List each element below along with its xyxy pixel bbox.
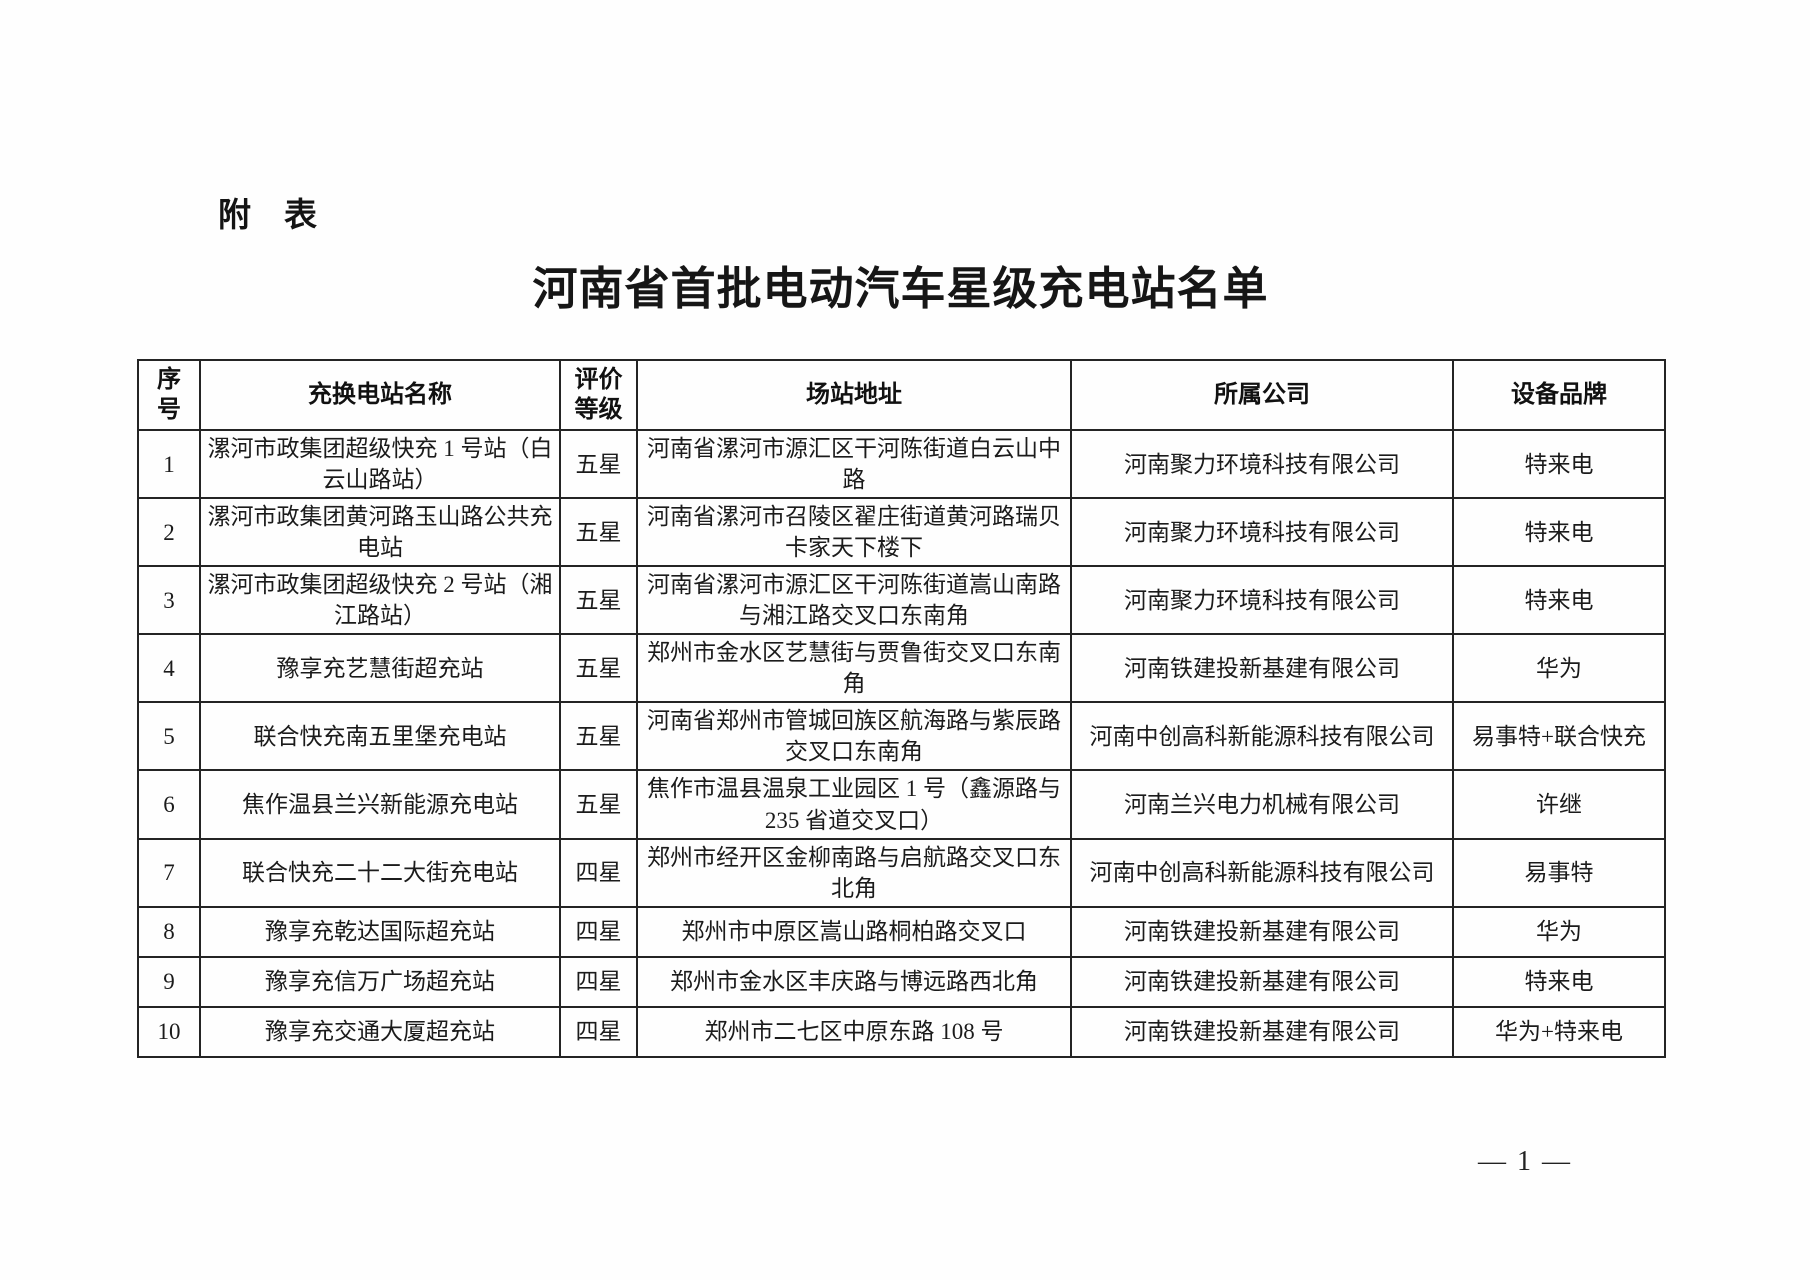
cell-company: 河南铁建投新基建有限公司 [1070, 905, 1454, 958]
column-header-company: 所属公司 [1070, 359, 1454, 431]
page-number: — 1 — [1478, 1146, 1572, 1177]
cell-rating: 五星 [559, 701, 638, 772]
cell-station-name: 漯河市政集团黄河路玉山路公共充电站 [199, 497, 561, 568]
document-title: 河南省首批电动汽车星级充电站名单 [532, 264, 1269, 314]
cell-rating: 五星 [559, 565, 638, 636]
table-body: 1 漯河市政集团超级快充 1 号站（白云山路站） 五星 河南省漯河市源汇区干河陈… [137, 428, 1666, 1058]
cell-company: 河南中创高科新能源科技有限公司 [1070, 837, 1454, 908]
table-header-row: 序号 充换电站名称 评价等级 场站地址 所属公司 设备品牌 [137, 359, 1666, 431]
cell-index: 3 [137, 565, 201, 636]
cell-index: 9 [137, 955, 201, 1008]
cell-address: 郑州市金水区艺慧街与贾鲁街交叉口东南角 [636, 633, 1072, 704]
cell-address: 河南省漯河市源汇区干河陈街道嵩山南路与湘江路交叉口东南角 [636, 565, 1072, 636]
cell-rating: 四星 [559, 837, 638, 908]
cell-brand: 许继 [1452, 769, 1666, 840]
table-row: 10 豫享充交通大厦超充站 四星 郑州市二七区中原东路 108 号 河南铁建投新… [137, 1005, 1666, 1058]
cell-company: 河南兰兴电力机械有限公司 [1070, 769, 1454, 840]
column-header-station-name: 充换电站名称 [199, 359, 561, 431]
column-header-index: 序号 [137, 359, 201, 431]
table-row: 1 漯河市政集团超级快充 1 号站（白云山路站） 五星 河南省漯河市源汇区干河陈… [137, 428, 1666, 500]
cell-brand: 易事特 [1452, 837, 1666, 908]
cell-station-name: 豫享充艺慧街超充站 [199, 633, 561, 704]
cell-brand: 特来电 [1452, 428, 1666, 500]
cell-rating: 五星 [559, 497, 638, 568]
table-row: 9 豫享充信万广场超充站 四星 郑州市金水区丰庆路与博远路西北角 河南铁建投新基… [137, 955, 1666, 1008]
cell-index: 6 [137, 769, 201, 840]
cell-brand: 华为 [1452, 633, 1666, 704]
column-header-company-label: 所属公司 [1214, 381, 1310, 408]
cell-brand: 华为+特来电 [1452, 1005, 1666, 1058]
cell-station-name: 漯河市政集团超级快充 1 号站（白云山路站） [199, 428, 561, 500]
cell-station-name: 豫享充交通大厦超充站 [199, 1005, 561, 1058]
cell-station-name: 豫享充乾达国际超充站 [199, 905, 561, 958]
column-header-rating: 评价等级 [559, 359, 638, 431]
cell-index: 1 [137, 428, 201, 500]
cell-station-name: 联合快充南五里堡充电站 [199, 701, 561, 772]
cell-address: 郑州市二七区中原东路 108 号 [636, 1005, 1072, 1058]
cell-address: 郑州市经开区金柳南路与启航路交叉口东北角 [636, 837, 1072, 908]
cell-address: 河南省漯河市源汇区干河陈街道白云山中路 [636, 428, 1072, 500]
attachment-label: 附 表 [218, 196, 317, 233]
column-header-address: 场站地址 [636, 359, 1072, 431]
cell-company: 河南聚力环境科技有限公司 [1070, 565, 1454, 636]
cell-index: 7 [137, 837, 201, 908]
table-row: 7 联合快充二十二大街充电站 四星 郑州市经开区金柳南路与启航路交叉口东北角 河… [137, 837, 1666, 908]
cell-brand: 特来电 [1452, 497, 1666, 568]
cell-index: 5 [137, 701, 201, 772]
cell-company: 河南中创高科新能源科技有限公司 [1070, 701, 1454, 772]
table-row: 5 联合快充南五里堡充电站 五星 河南省郑州市管城回族区航海路与紫辰路交叉口东南… [137, 701, 1666, 772]
cell-index: 10 [137, 1005, 201, 1058]
column-header-rating-label: 评价等级 [574, 366, 623, 423]
table-row: 2 漯河市政集团黄河路玉山路公共充电站 五星 河南省漯河市召陵区翟庄街道黄河路瑞… [137, 497, 1666, 568]
cell-address: 郑州市中原区嵩山路桐柏路交叉口 [636, 905, 1072, 958]
cell-rating: 五星 [559, 769, 638, 840]
cell-address: 郑州市金水区丰庆路与博远路西北角 [636, 955, 1072, 1008]
cell-address: 焦作市温县温泉工业园区 1 号（鑫源路与 235 省道交叉口） [636, 769, 1072, 840]
column-header-index-label: 序号 [156, 366, 181, 423]
table-row: 6 焦作温县兰兴新能源充电站 五星 焦作市温县温泉工业园区 1 号（鑫源路与 2… [137, 769, 1666, 840]
cell-company: 河南聚力环境科技有限公司 [1070, 428, 1454, 500]
cell-rating: 四星 [559, 955, 638, 1008]
table-row: 8 豫享充乾达国际超充站 四星 郑州市中原区嵩山路桐柏路交叉口 河南铁建投新基建… [137, 905, 1666, 958]
cell-brand: 易事特+联合快充 [1452, 701, 1666, 772]
cell-company: 河南聚力环境科技有限公司 [1070, 497, 1454, 568]
charging-stations-table: 序号 充换电站名称 评价等级 场站地址 所属公司 设备品牌 [137, 359, 1666, 1058]
cell-rating: 五星 [559, 633, 638, 704]
column-header-brand-label: 设备品牌 [1511, 381, 1607, 408]
column-header-address-label: 场站地址 [806, 381, 902, 408]
cell-index: 2 [137, 497, 201, 568]
cell-company: 河南铁建投新基建有限公司 [1070, 955, 1454, 1008]
cell-brand: 特来电 [1452, 565, 1666, 636]
table-row: 4 豫享充艺慧街超充站 五星 郑州市金水区艺慧街与贾鲁街交叉口东南角 河南铁建投… [137, 633, 1666, 704]
cell-company: 河南铁建投新基建有限公司 [1070, 633, 1454, 704]
cell-company: 河南铁建投新基建有限公司 [1070, 1005, 1454, 1058]
cell-rating: 四星 [559, 905, 638, 958]
cell-index: 8 [137, 905, 201, 958]
cell-station-name: 豫享充信万广场超充站 [199, 955, 561, 1008]
cell-index: 4 [137, 633, 201, 704]
cell-rating: 五星 [559, 428, 638, 500]
cell-station-name: 联合快充二十二大街充电站 [199, 837, 561, 908]
cell-brand: 华为 [1452, 905, 1666, 958]
cell-station-name: 漯河市政集团超级快充 2 号站（湘江路站） [199, 565, 561, 636]
column-header-brand: 设备品牌 [1452, 359, 1666, 431]
cell-address: 河南省漯河市召陵区翟庄街道黄河路瑞贝卡家天下楼下 [636, 497, 1072, 568]
cell-brand: 特来电 [1452, 955, 1666, 1008]
column-header-station-name-label: 充换电站名称 [308, 381, 452, 408]
cell-address: 河南省郑州市管城回族区航海路与紫辰路交叉口东南角 [636, 701, 1072, 772]
table-row: 3 漯河市政集团超级快充 2 号站（湘江路站） 五星 河南省漯河市源汇区干河陈街… [137, 565, 1666, 636]
cell-rating: 四星 [559, 1005, 638, 1058]
cell-station-name: 焦作温县兰兴新能源充电站 [199, 769, 561, 840]
